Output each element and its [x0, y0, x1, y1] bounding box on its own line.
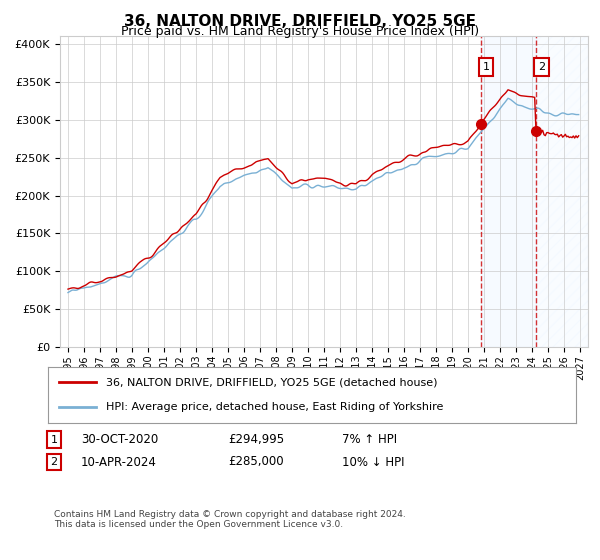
Text: 36, NALTON DRIVE, DRIFFIELD, YO25 5GE: 36, NALTON DRIVE, DRIFFIELD, YO25 5GE	[124, 14, 476, 29]
Text: 10% ↓ HPI: 10% ↓ HPI	[342, 455, 404, 469]
Text: 1: 1	[50, 435, 58, 445]
Text: HPI: Average price, detached house, East Riding of Yorkshire: HPI: Average price, detached house, East…	[106, 402, 443, 412]
Text: Contains HM Land Registry data © Crown copyright and database right 2024.
This d: Contains HM Land Registry data © Crown c…	[54, 510, 406, 529]
Text: 2: 2	[538, 62, 545, 72]
Text: 36, NALTON DRIVE, DRIFFIELD, YO25 5GE (detached house): 36, NALTON DRIVE, DRIFFIELD, YO25 5GE (d…	[106, 377, 437, 388]
Text: 1: 1	[482, 62, 490, 72]
Bar	[536, 36, 588, 347]
Text: 30-OCT-2020: 30-OCT-2020	[81, 433, 158, 446]
Bar	[481, 36, 536, 347]
Text: 7% ↑ HPI: 7% ↑ HPI	[342, 433, 397, 446]
Text: £294,995: £294,995	[228, 433, 284, 446]
Text: 10-APR-2024: 10-APR-2024	[81, 455, 157, 469]
Text: £285,000: £285,000	[228, 455, 284, 469]
Text: 2: 2	[50, 457, 58, 467]
Text: Price paid vs. HM Land Registry's House Price Index (HPI): Price paid vs. HM Land Registry's House …	[121, 25, 479, 38]
